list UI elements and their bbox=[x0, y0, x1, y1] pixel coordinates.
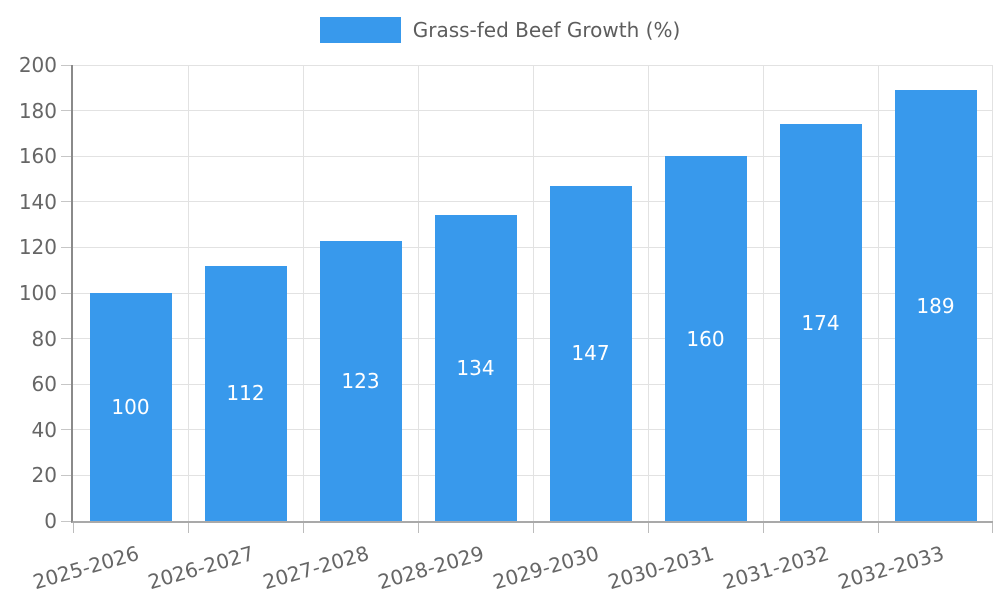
y-axis-tick bbox=[61, 383, 71, 385]
y-axis-tick bbox=[61, 110, 71, 112]
y-axis-tick bbox=[61, 64, 71, 66]
x-axis-tick bbox=[992, 523, 993, 533]
y-axis-tick bbox=[61, 201, 71, 203]
x-axis-label: 2029-2030 bbox=[490, 541, 603, 595]
grid-line-v bbox=[188, 65, 189, 521]
bar[interactable]: 160 bbox=[664, 156, 747, 521]
x-axis-tick bbox=[648, 523, 649, 533]
y-axis-label: 180 bbox=[18, 98, 57, 123]
bar[interactable]: 147 bbox=[549, 185, 632, 521]
y-axis-label: 40 bbox=[31, 417, 57, 442]
x-axis-tick bbox=[418, 523, 419, 533]
bar-value-label: 112 bbox=[226, 381, 265, 406]
bar-value-label: 134 bbox=[456, 356, 495, 381]
bar-value-label: 174 bbox=[801, 310, 840, 335]
bar-value-label: 147 bbox=[571, 341, 610, 366]
y-axis-tick bbox=[61, 292, 71, 294]
grid-line-v bbox=[878, 65, 879, 521]
grid-line-v bbox=[418, 65, 419, 521]
x-axis-label: 2032-2033 bbox=[835, 541, 948, 595]
bar[interactable]: 100 bbox=[89, 293, 172, 521]
y-axis-label: 160 bbox=[18, 144, 57, 169]
y-axis-tick bbox=[61, 246, 71, 248]
x-axis-tick bbox=[763, 523, 764, 533]
legend-label: Grass-fed Beef Growth (%) bbox=[412, 18, 681, 42]
bar[interactable]: 174 bbox=[779, 124, 862, 521]
y-axis-tick bbox=[61, 338, 71, 340]
x-axis-tick bbox=[533, 523, 534, 533]
x-axis-tick bbox=[73, 523, 74, 533]
bar[interactable]: 134 bbox=[434, 215, 517, 521]
y-axis-label: 0 bbox=[44, 509, 57, 533]
bar-value-label: 123 bbox=[341, 368, 380, 393]
grid-line-v bbox=[303, 65, 304, 521]
y-axis-label: 20 bbox=[31, 463, 57, 488]
x-axis-label: 2028-2029 bbox=[375, 541, 488, 595]
x-axis-label: 2026-2027 bbox=[145, 541, 258, 595]
legend-swatch bbox=[319, 17, 401, 43]
grid-line-v bbox=[992, 65, 993, 521]
plot-area: 0 20 40 60 80 100 120 140 160 180 200 100 2025-2026 1… bbox=[19, 53, 993, 594]
x-axis-tick bbox=[303, 523, 304, 533]
x-axis-label: 2031-2032 bbox=[720, 541, 833, 595]
x-axis-label: 2030-2031 bbox=[605, 541, 718, 595]
x-axis-tick bbox=[878, 523, 879, 533]
bar[interactable]: 123 bbox=[319, 240, 402, 521]
grid-line-v bbox=[533, 65, 534, 521]
y-axis-tick bbox=[61, 429, 71, 431]
x-axis-tick bbox=[188, 523, 189, 533]
bar[interactable]: 112 bbox=[204, 265, 287, 521]
x-axis-label: 2025-2026 bbox=[30, 541, 143, 595]
grid-line-v bbox=[763, 65, 764, 521]
grid-line-v bbox=[648, 65, 649, 521]
y-axis-label: 120 bbox=[18, 235, 57, 260]
legend[interactable]: Grass-fed Beef Growth (%) bbox=[0, 17, 1000, 43]
x-axis-label: 2027-2028 bbox=[260, 541, 373, 595]
y-axis-label: 200 bbox=[18, 53, 57, 77]
bar-value-label: 160 bbox=[686, 326, 725, 351]
y-axis-label: 80 bbox=[31, 326, 57, 351]
bar-value-label: 100 bbox=[111, 395, 150, 419]
bar-value-label: 189 bbox=[916, 293, 955, 318]
y-axis-label: 140 bbox=[18, 189, 57, 214]
bar[interactable]: 189 bbox=[894, 90, 977, 521]
y-axis-tick bbox=[61, 474, 71, 476]
y-axis-tick bbox=[61, 520, 71, 522]
y-axis-label: 100 bbox=[18, 281, 57, 305]
y-axis-label: 60 bbox=[31, 372, 57, 397]
y-axis-tick bbox=[61, 155, 71, 157]
